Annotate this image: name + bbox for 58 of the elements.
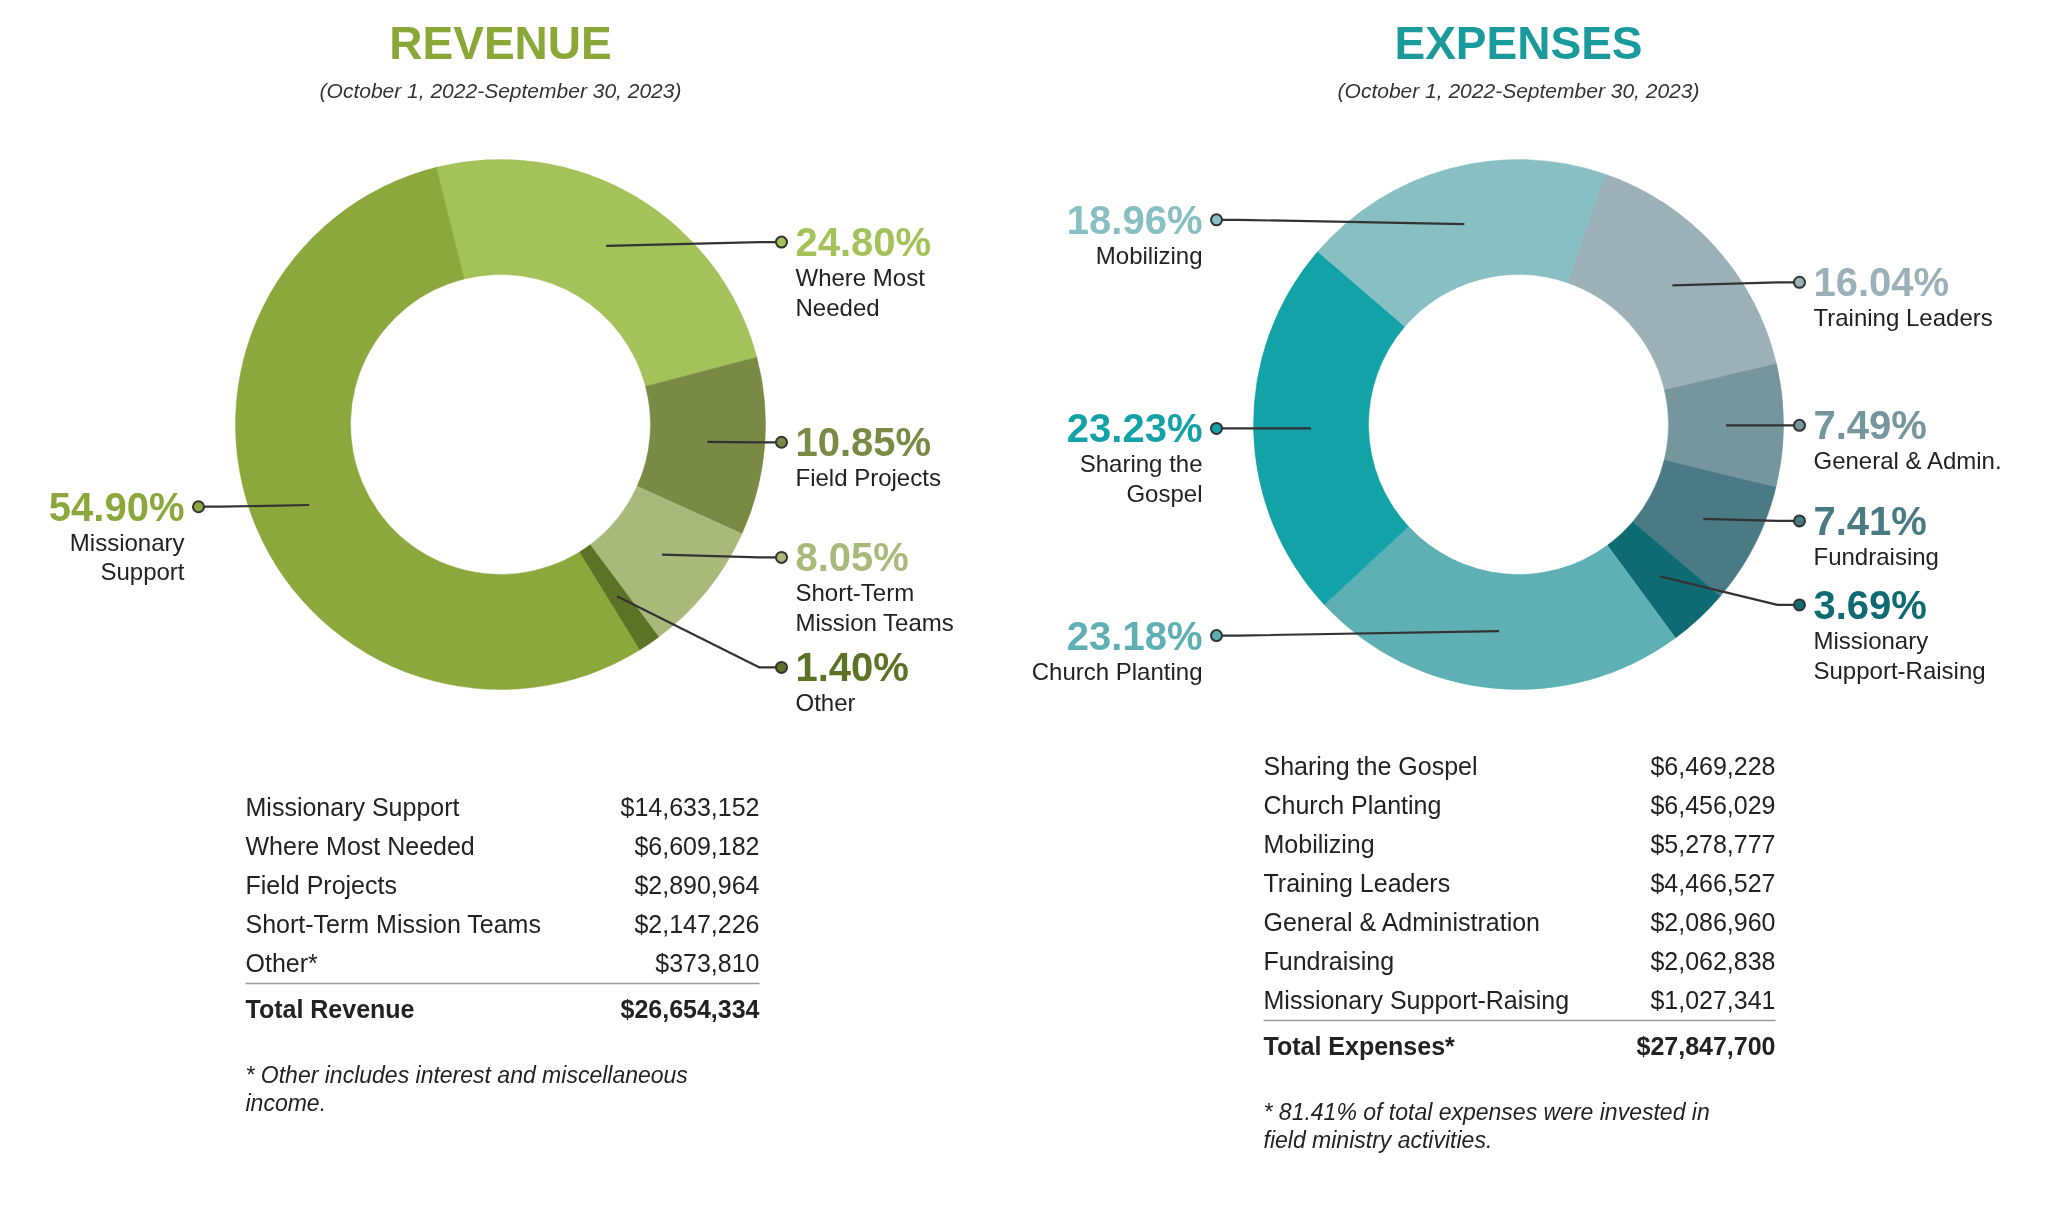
data-label: 23.23% [1066,406,1203,451]
text: Where Most Needed [245,831,475,860]
text: Short-Term Mission Teams [245,909,541,938]
data-label: 8.05% [795,535,909,580]
text: $5,278,777 [1650,829,1776,858]
legend-label: Missionary Support-Raising [1813,626,1986,684]
text: Training Leaders [1263,868,1451,897]
legend-label: Other [795,689,856,717]
text: * 81.41% of total expenses were invested in field ministry activities. [1263,1098,1710,1154]
legend-label: Sharing the Gospel [1079,450,1203,508]
chart-subtitle: (October 1, 2022-September 30, 2023) [1337,79,1700,102]
chart-title: REVENUE [389,16,612,69]
data-label: 10.85% [795,420,932,465]
text: Field Projects [245,870,397,899]
data-label: 7.49% [1813,403,1927,448]
text: Missionary Support-Raising [1263,985,1570,1014]
text: $1,027,341 [1650,985,1776,1014]
text: Other* [245,948,319,977]
data-label: 1.40% [795,645,909,690]
text: $26,654,334 [620,994,760,1023]
legend-label: Church Planting [1031,657,1203,685]
text: Total Revenue [245,994,415,1023]
text: $27,847,700 [1636,1031,1776,1060]
legend-label: Training Leaders [1813,304,1993,332]
text: $14,633,152 [620,792,760,821]
text: Sharing the Gospel [1263,751,1478,780]
data-label: 7.41% [1813,498,1927,543]
slice-label: Church Planting [1263,790,1442,819]
legend-label: Short-Term Mission Teams [795,579,954,637]
text: * Other includes interest and miscellaneous income. [245,1061,689,1117]
data-label: 16.04% [1813,260,1950,305]
text: $2,147,226 [634,909,760,938]
text: $6,456,029 [1650,790,1776,819]
text: Total Expenses* [1263,1031,1456,1060]
text: Mobilizing [1263,829,1375,858]
legend-label: Field Projects [795,464,941,492]
slice-label: Missionary Support [245,792,460,821]
data-label: 24.80% [795,220,932,265]
text: General & Administration [1263,907,1541,936]
data-label: 54.90% [48,484,185,529]
text: $6,469,228 [1650,751,1776,780]
legend-label: Fundraising [1813,542,1939,570]
legend-label: Where Most Needed [795,264,926,321]
text: $6,609,182 [634,831,760,860]
text: $2,062,838 [1650,946,1776,975]
text: $373,810 [655,948,760,977]
data-label: 23.18% [1066,613,1203,658]
text: $2,086,960 [1650,907,1776,936]
legend-label: Mobilizing [1095,241,1203,269]
text: Fundraising [1263,946,1395,975]
legend-label: General & Admin. [1813,447,2002,475]
text: $2,890,964 [634,870,760,899]
chart-subtitle: (October 1, 2022-September 30, 2023) [319,79,682,102]
chart-title: EXPENSES [1394,16,1643,69]
text: $4,466,527 [1650,868,1776,897]
data-label: 18.96% [1066,197,1203,242]
data-label: 3.69% [1813,582,1927,627]
legend-label: Missionary Support [69,528,185,586]
